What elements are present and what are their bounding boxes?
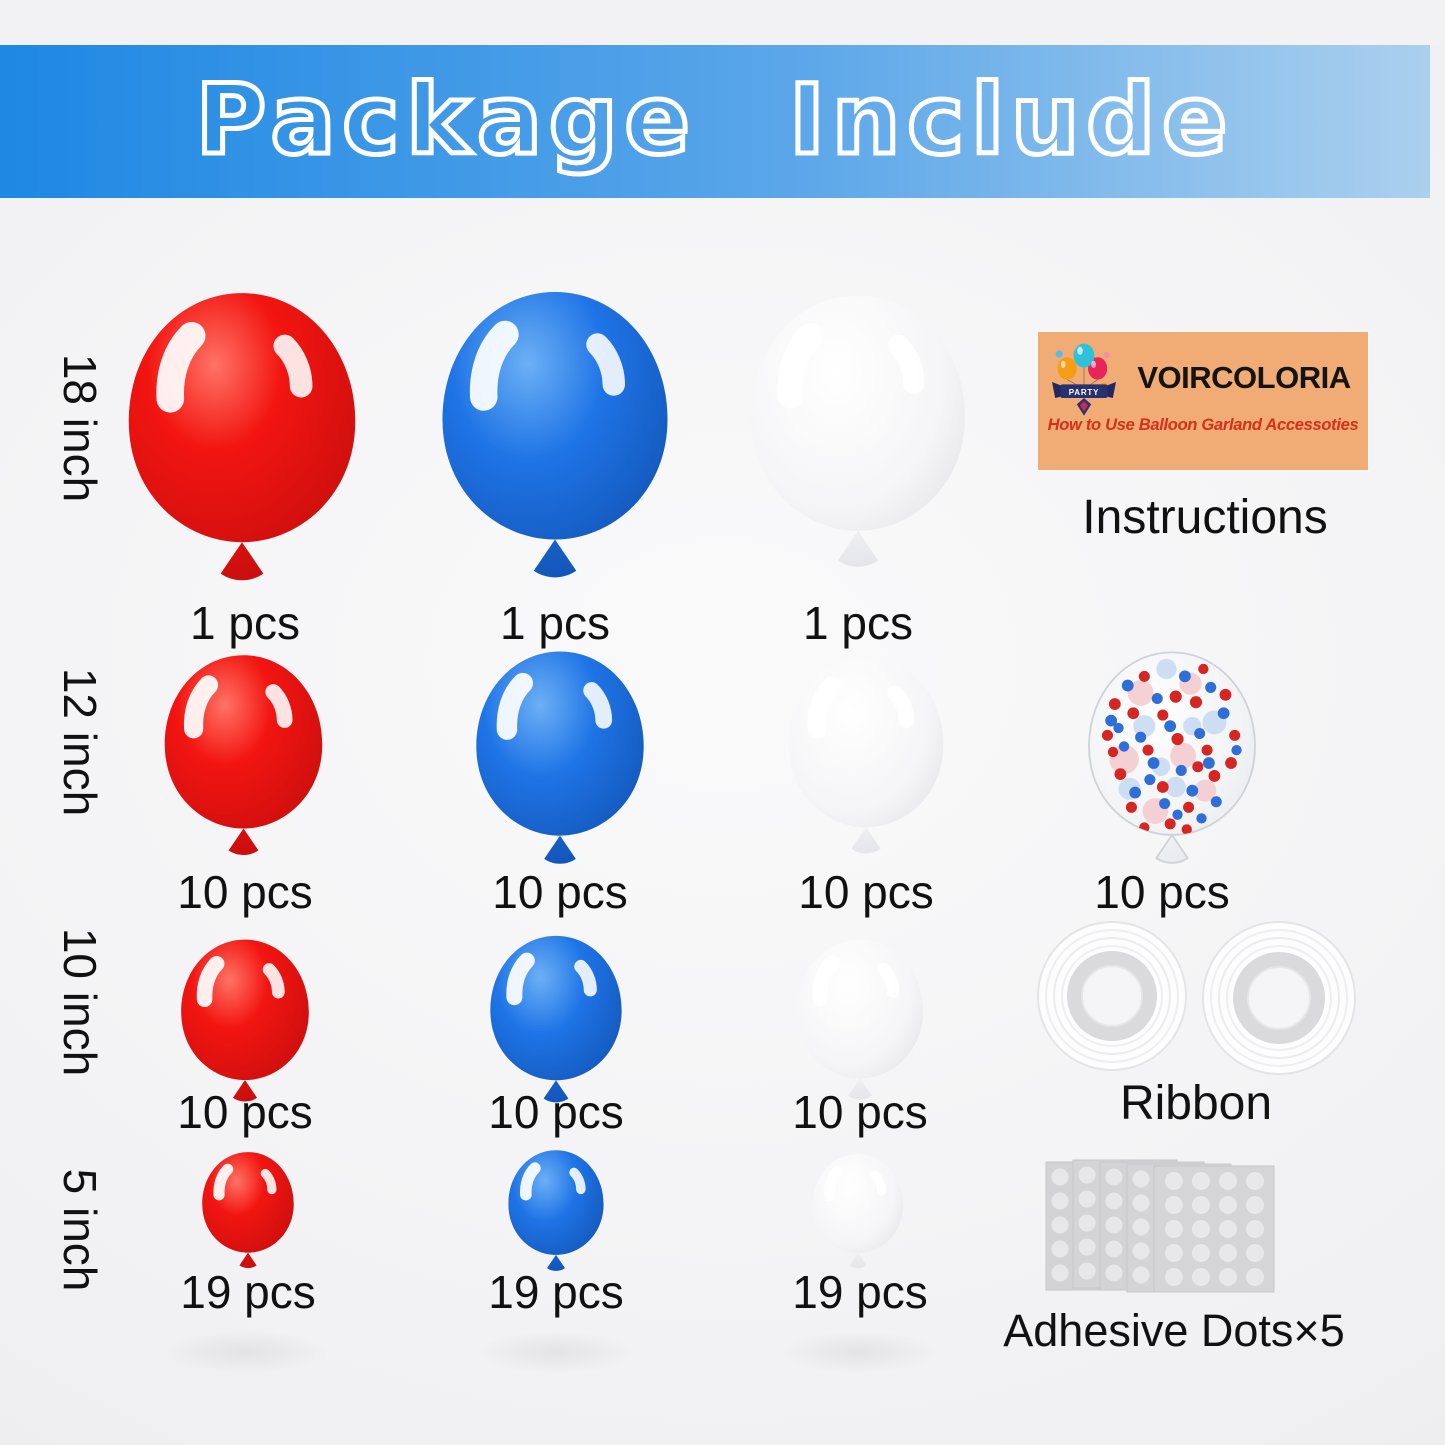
qty-white-5in: 19 pcs xyxy=(792,1266,928,1318)
blue-balloon-18in xyxy=(442,292,668,578)
ribbon-rolls xyxy=(1037,921,1356,1075)
page-title: Package Include xyxy=(193,62,1235,179)
qty-blue-18in: 1 pcs xyxy=(500,597,610,649)
white-balloon-10in xyxy=(797,939,923,1100)
white-balloon-18in xyxy=(751,295,965,567)
instructions-card: PARTY VOIRCOLORIA How to Use Balloon Gar… xyxy=(1038,332,1368,470)
qty-red-5in: 19 pcs xyxy=(180,1266,316,1318)
brand-name: VOIRCOLORIA xyxy=(1137,360,1351,395)
qty-red-10in: 10 pcs xyxy=(177,1086,313,1138)
white-balloon-5in xyxy=(813,1154,903,1269)
confetti-balloon xyxy=(1088,651,1256,864)
qty-white-10in: 10 pcs xyxy=(792,1086,928,1138)
red-balloon-10in xyxy=(181,939,309,1102)
qty-blue-12in: 10 pcs xyxy=(492,866,628,918)
ribbon-roll-right xyxy=(1202,921,1356,1075)
header-banner: Package Include xyxy=(0,45,1430,198)
floor-reflection xyxy=(165,1330,325,1374)
adhesive-sheet-front xyxy=(1153,1165,1275,1293)
adhesive-dot-sheets xyxy=(1045,1159,1275,1293)
brand-logo-balloons-icon: PARTY xyxy=(1052,343,1116,416)
party-badge-text: PARTY xyxy=(1069,388,1100,397)
qty-red-18in: 1 pcs xyxy=(190,597,300,649)
card-tagline: How to Use Balloon Garland Accessoties xyxy=(1047,416,1359,434)
blue-balloon-5in xyxy=(508,1150,604,1271)
floor-reflection xyxy=(476,1330,636,1374)
qty-white-12in: 10 pcs xyxy=(798,866,934,918)
qty-blue-5in: 19 pcs xyxy=(488,1266,624,1318)
qty-confetti: 10 pcs xyxy=(1094,866,1230,918)
qty-red-12in: 10 pcs xyxy=(177,866,313,918)
ribbon-roll-left xyxy=(1037,921,1187,1071)
red-balloon-12in xyxy=(164,655,323,855)
blue-balloon-12in xyxy=(476,651,644,864)
white-balloon-12in xyxy=(788,656,944,854)
qty-white-18in: 1 pcs xyxy=(803,597,913,649)
red-balloon-18in xyxy=(128,293,356,581)
ribbon-caption: Ribbon xyxy=(1119,1077,1273,1130)
instructions-caption: Instructions xyxy=(1082,491,1328,544)
blue-balloon-10in xyxy=(490,935,622,1103)
floor-reflection xyxy=(778,1330,938,1374)
adhesive-dots-caption: Adhesive Dots×5 xyxy=(1003,1305,1345,1356)
size-label-18-inch: 18 inch xyxy=(54,353,106,503)
top-margin-strip xyxy=(0,0,1445,45)
red-balloon-5in xyxy=(202,1152,294,1269)
qty-blue-10in: 10 pcs xyxy=(488,1086,624,1138)
